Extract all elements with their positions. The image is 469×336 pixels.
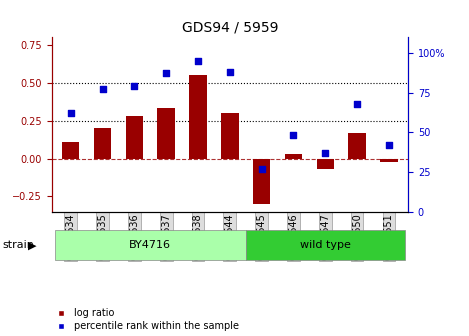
Point [99, 87, 106, 92]
Point [385, 142, 393, 148]
Title: GDS94 / 5959: GDS94 / 5959 [182, 20, 278, 34]
Text: BY4716: BY4716 [129, 240, 171, 250]
Bar [380, 159, 398, 162]
Bar [158, 109, 175, 159]
Point [194, 58, 202, 64]
Text: wild type: wild type [300, 240, 351, 250]
Point [353, 101, 361, 107]
Bar [285, 154, 302, 159]
Text: ▶: ▶ [28, 240, 36, 250]
Bar [221, 113, 239, 159]
Bar [126, 116, 143, 159]
Point [67, 111, 75, 116]
Bar [189, 75, 207, 159]
Bar [348, 133, 366, 159]
Text: strain: strain [2, 240, 34, 250]
Bar [62, 142, 79, 159]
Bar [246, 230, 405, 260]
Point [290, 133, 297, 138]
Point [130, 84, 138, 89]
Bar [317, 159, 334, 169]
Bar [94, 128, 111, 159]
Point [322, 150, 329, 156]
Point [162, 71, 170, 76]
Legend: log ratio, percentile rank within the sample: log ratio, percentile rank within the sa… [52, 308, 239, 331]
Bar [55, 230, 246, 260]
Point [226, 69, 234, 75]
Bar [253, 159, 271, 204]
Point [258, 166, 265, 171]
